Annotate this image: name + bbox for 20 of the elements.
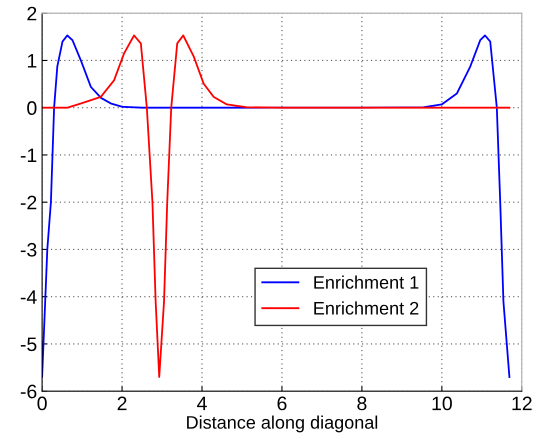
y-tick-label: -2 (20, 196, 36, 210)
legend-label: Enrichment 2 (314, 301, 418, 315)
x-tick-label: 10 (432, 396, 452, 410)
legend-label: Enrichment 1 (314, 276, 418, 289)
y-tick-label: -1 (20, 148, 36, 162)
y-tick-label: 0 (27, 101, 36, 115)
y-tick-label: 2 (27, 6, 36, 20)
line-series (42, 34, 510, 378)
y-tick-label: -3 (20, 242, 36, 257)
x-tick-label: 12 (512, 396, 532, 410)
y-tick-label: -6 (20, 384, 36, 398)
x-tick-label: 0 (37, 396, 47, 410)
y-tick-label: -4 (20, 290, 37, 304)
x-tick-label: 2 (118, 396, 126, 410)
y-tick-label: 1 (28, 54, 36, 68)
x-tick-label: 4 (197, 396, 207, 410)
x-tick-label: 6 (278, 396, 287, 410)
x-axis-title: Distance along diagonal (187, 416, 378, 432)
y-tick-label: -5 (20, 338, 36, 352)
x-tick-label: 8 (357, 396, 366, 410)
